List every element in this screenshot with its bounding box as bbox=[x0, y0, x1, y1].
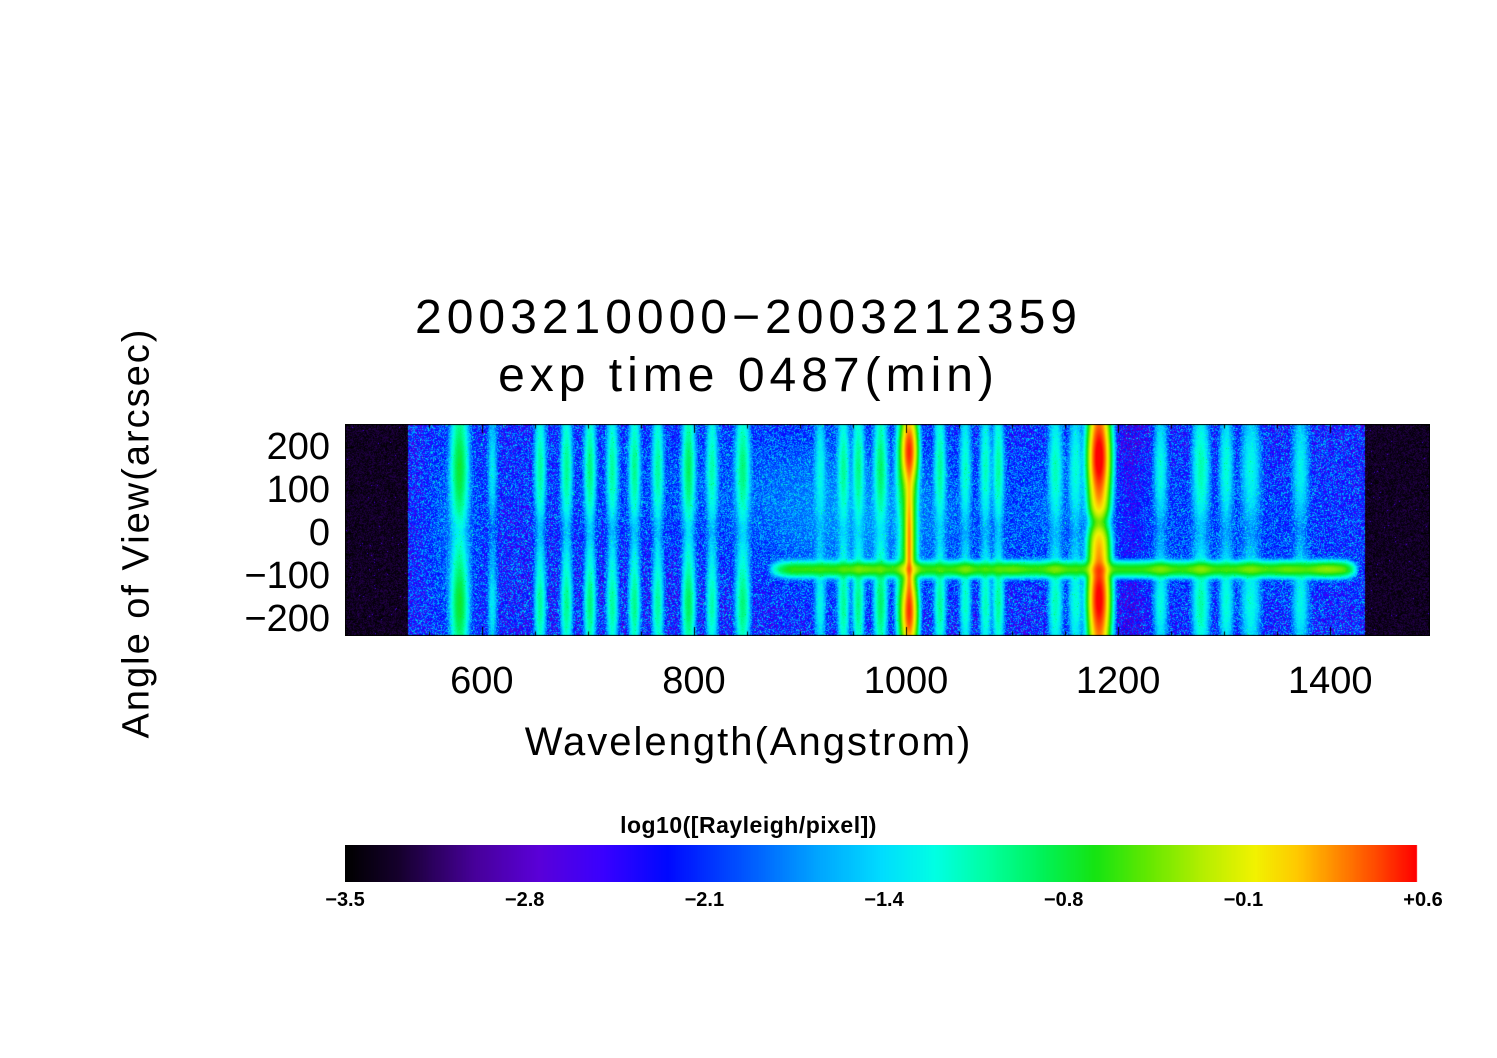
plot-title-line2: exp time 0487(min) bbox=[498, 349, 999, 402]
colorbar-tick-label: +0.6 bbox=[1403, 889, 1443, 911]
y-tick-label: 200 bbox=[266, 425, 330, 468]
colorbar-tick-label: −0.1 bbox=[1223, 889, 1264, 911]
x-tick-label: 600 bbox=[450, 660, 514, 702]
spectrogram-image bbox=[345, 424, 1430, 636]
colorbar-tick-label: −2.8 bbox=[504, 889, 545, 911]
colorbar-title: log10([Rayleigh/pixel]) bbox=[620, 812, 877, 838]
x-tick-label: 1400 bbox=[1288, 660, 1373, 702]
x-axis-title: Wavelength(Angstrom) bbox=[524, 720, 973, 764]
colorbar-tick-label: −0.8 bbox=[1043, 889, 1084, 911]
y-axis-title: Angle of View(arcsec) bbox=[115, 327, 158, 739]
plot-title-line1: 2003210000−2003212359 bbox=[415, 291, 1082, 344]
x-tick-label: 1200 bbox=[1075, 660, 1161, 702]
y-tick-label: −100 bbox=[244, 554, 330, 597]
colorbar-tick-label: −2.1 bbox=[684, 889, 725, 911]
y-tick-label: 100 bbox=[266, 468, 330, 511]
y-tick-label: −200 bbox=[244, 597, 330, 640]
colorbar bbox=[345, 845, 1423, 882]
x-tick-label: 800 bbox=[662, 660, 726, 702]
colorbar-tick-label: −3.5 bbox=[325, 889, 365, 911]
colorbar-tick-label: −1.4 bbox=[864, 889, 904, 911]
y-tick-label: 0 bbox=[308, 511, 330, 554]
x-tick-label: 1000 bbox=[863, 660, 949, 702]
